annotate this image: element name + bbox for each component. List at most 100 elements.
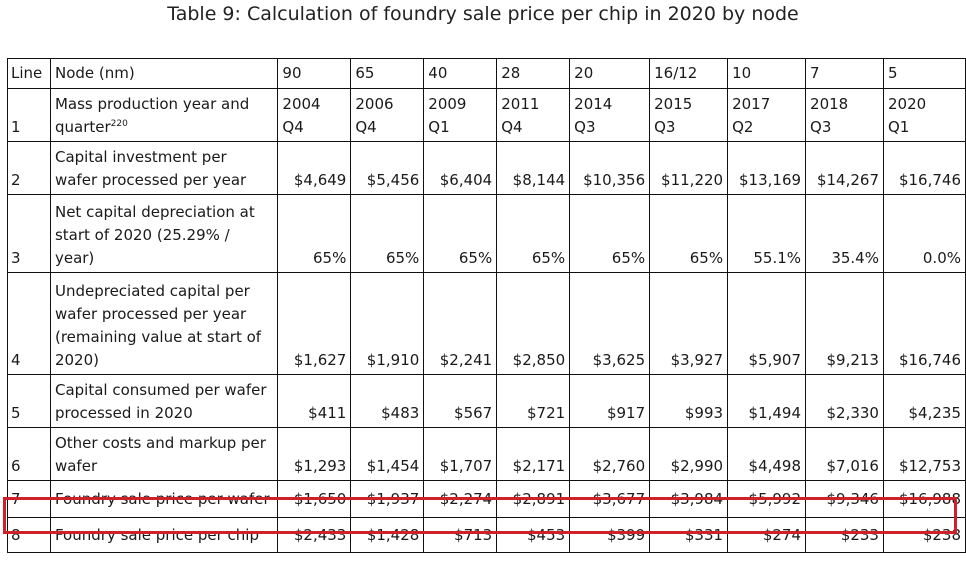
value-cell: $331 [649,517,729,553]
value-year: 2017 [732,95,771,113]
header-line: Line [7,58,51,89]
value-cell: $2,171 [496,427,571,481]
header-node-cell: 10 [727,58,807,89]
footnote-marker: 220 [110,119,128,129]
header-node-cell: 20 [569,58,651,89]
value-cell: $13,169 [727,141,807,195]
value-year: 2009 [428,95,467,113]
value-cell: $16,746 [882,141,966,195]
value-cell: $4,235 [882,374,966,428]
value-cell: $10,356 [569,141,651,195]
value-quarter: Q3 [654,118,676,136]
value-cell: $1,937 [350,480,425,518]
value-cell: 55.1% [727,194,807,273]
value-cell: $1,454 [350,427,425,481]
value-cell: $1,428 [350,517,425,553]
value-cell: 2017 Q2 [727,88,807,142]
row-line-number: 7 [7,480,51,518]
table-row: 3 Net capital depreciation at start of 20… [7,194,966,273]
value-cell: $1,627 [277,272,352,375]
value-cell: $9,213 [805,272,884,375]
row-label: Foundry sale price per chip [49,517,279,553]
value-cell: $5,907 [727,272,807,375]
header-node-cell: 7 [805,58,884,89]
value-cell: $2,433 [277,517,352,553]
value-year: 2020 [887,95,927,113]
row-label-text: Net capital depreciation at start of 202… [54,203,255,267]
value-cell: $238 [882,517,966,553]
value-cell: $2,850 [496,272,571,375]
header-node-cell: 28 [496,58,571,89]
value-cell: 65% [496,194,571,273]
value-cell: $2,891 [496,480,571,518]
value-cell: $16,988 [882,480,966,518]
row-line-number: 5 [7,374,51,428]
row-label-text: Capital investment per wafer processed p… [54,148,247,189]
value-cell: 65% [277,194,352,273]
value-cell: 2011 Q4 [496,88,571,142]
value-quarter: Q3 [810,118,832,136]
value-quarter: Q2 [732,118,754,136]
value-cell: $3,677 [569,480,651,518]
value-cell: $3,927 [649,272,729,375]
value-cell: $1,293 [277,427,352,481]
value-year: 2014 [574,95,613,113]
table-row: 8 Foundry sale price per chip $2,433 $1,428… [7,517,966,553]
row-label-text: Mass production year and quarter [54,95,250,136]
row-line-number: 6 [7,427,51,481]
value-quarter: Q3 [574,118,596,136]
row-label: Mass production year and quarter220 [49,88,279,142]
row-line-number: 2 [7,141,51,195]
value-cell: $12,753 [882,427,966,481]
header-row: Line Node (nm) 90 65 40 28 20 16/12 10 7… [7,58,966,89]
value-cell: $14,267 [805,141,884,195]
value-year: 2006 [355,95,394,113]
value-cell: $1,494 [727,374,807,428]
value-cell: $3,984 [649,480,729,518]
value-cell: $3,625 [569,272,651,375]
header-node-cell: 40 [423,58,498,89]
value-cell: $2,990 [649,427,729,481]
value-cell: 2020 Q1 [882,88,966,142]
value-cell: $411 [277,374,352,428]
row-label-text: Other costs and markup per wafer [54,434,266,475]
value-cell: $1,707 [423,427,498,481]
row-label-text: Foundry sale price per chip [54,525,259,544]
value-cell: $2,330 [805,374,884,428]
value-cell: $399 [569,517,651,553]
value-cell: 2014 Q3 [569,88,651,142]
row-label: Net capital depreciation at start of 202… [49,194,279,273]
value-cell: $483 [350,374,425,428]
value-cell: $993 [649,374,729,428]
value-quarter: Q4 [355,118,377,136]
value-cell: 2015 Q3 [649,88,729,142]
value-cell: $4,649 [277,141,352,195]
table-title: Table 9: Calculation of foundry sale pri… [167,3,799,25]
value-cell: $16,746 [882,272,966,375]
row-line-number: 4 [7,272,51,375]
value-cell: $7,016 [805,427,884,481]
value-cell: 2006 Q4 [350,88,425,142]
value-year: 2004 [282,95,321,113]
header-node-cell: 65 [350,58,425,89]
table-row: 5 Capital consumed per wafer processed in… [7,374,966,428]
row-label-text: Capital consumed per wafer processed in … [54,381,267,422]
value-cell: $233 [805,517,884,553]
header-node: Node (nm) [49,58,279,89]
table-row: 4 Undepreciated capital per wafer process… [7,272,966,375]
table-row: 2 Capital investment per wafer processed … [7,141,966,195]
table-row: 6 Other costs and markup per wafer $1,293 $… [7,427,966,481]
value-year: 2015 [654,95,693,113]
value-cell: $917 [569,374,651,428]
value-cell: $5,992 [727,480,807,518]
header-node-cell: 16/12 [649,58,729,89]
value-cell: $274 [727,517,807,553]
value-year: 2018 [810,95,849,113]
row-label: Foundry sale price per wafer [49,480,279,518]
value-cell: $2,274 [423,480,498,518]
value-year: 2011 [501,95,540,113]
value-cell: 2018 Q3 [805,88,884,142]
value-quarter: Q1 [887,118,910,136]
value-cell: 0.0% [882,194,966,273]
row-label: Capital consumed per wafer processed in … [49,374,279,428]
